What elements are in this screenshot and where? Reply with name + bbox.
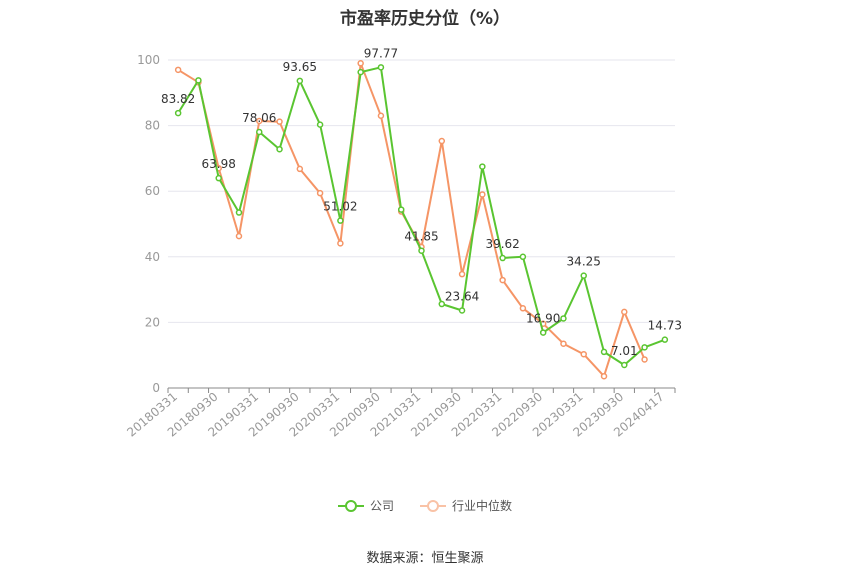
data-label: 39.62 xyxy=(485,237,519,251)
data-point-0 xyxy=(296,77,304,85)
data-point-1 xyxy=(621,308,628,316)
y-tick-label: 40 xyxy=(145,250,160,264)
data-label: 23.64 xyxy=(445,289,479,303)
legend-swatch-company xyxy=(337,499,364,513)
data-point-0 xyxy=(661,336,669,343)
data-point-0 xyxy=(195,77,202,84)
data-point-0 xyxy=(316,121,324,128)
data-point-1 xyxy=(377,112,385,120)
data-point-0 xyxy=(276,145,283,153)
data-label: 51.02 xyxy=(323,200,357,214)
data-point-1 xyxy=(357,60,364,67)
data-point-0 xyxy=(479,163,486,170)
data-point-0 xyxy=(519,253,527,261)
data-point-1 xyxy=(499,276,506,284)
data-point-1 xyxy=(316,189,324,197)
data-point-1 xyxy=(479,191,486,198)
data-point-0 xyxy=(418,247,425,254)
legend-item-industry-median[interactable]: 行业中位数 xyxy=(420,497,512,514)
data-point-1 xyxy=(276,118,283,125)
data-point-1 xyxy=(519,305,527,312)
data-label: 16.90 xyxy=(526,312,560,326)
data-point-1 xyxy=(560,340,567,347)
data-point-1 xyxy=(600,372,608,380)
data-point-0 xyxy=(397,206,405,213)
data-label: 83.82 xyxy=(161,92,195,106)
data-point-1 xyxy=(641,356,648,363)
legend-label-industry-median: 行业中位数 xyxy=(452,499,513,513)
data-point-0 xyxy=(215,174,222,182)
legend-swatch-industry-median xyxy=(420,499,446,513)
y-tick-label: 100 xyxy=(137,53,160,67)
chart-title: 市盈率历史分位（%） xyxy=(339,9,511,29)
data-point-0 xyxy=(235,209,243,216)
data-point-0 xyxy=(580,272,587,279)
legend-item-company[interactable]: 公司 xyxy=(337,497,394,514)
data-point-1 xyxy=(256,117,263,125)
source-note: 数据来源：恒生聚源 xyxy=(366,551,484,566)
data-point-0 xyxy=(256,128,263,136)
data-label: 93.65 xyxy=(283,60,317,74)
data-point-1 xyxy=(296,165,304,173)
data-label: 63.98 xyxy=(202,157,236,171)
data-point-0 xyxy=(560,315,567,322)
data-point-0 xyxy=(621,361,628,369)
data-point-0 xyxy=(499,254,506,262)
legend-label-company: 公司 xyxy=(369,499,394,513)
data-label: 97.77 xyxy=(364,46,398,60)
y-tick-label: 20 xyxy=(145,315,160,329)
data-point-0 xyxy=(539,329,547,336)
data-point-1 xyxy=(438,137,446,145)
data-label: 7.01 xyxy=(611,344,638,358)
data-point-0 xyxy=(174,109,182,117)
data-point-0 xyxy=(337,217,344,224)
data-point-0 xyxy=(458,307,466,314)
data-point-1 xyxy=(580,350,587,358)
data-point-1 xyxy=(174,66,182,74)
data-label: 14.73 xyxy=(648,319,682,333)
data-point-1 xyxy=(235,232,243,240)
y-tick-label: 0 xyxy=(152,381,160,395)
data-point-0 xyxy=(357,68,364,76)
data-point-0 xyxy=(641,344,648,351)
data-point-1 xyxy=(458,270,466,278)
data-label: 78.06 xyxy=(242,111,276,125)
data-point-0 xyxy=(600,348,608,356)
legend: 公司 行业中位数 xyxy=(0,497,850,514)
data-label: 34.25 xyxy=(567,255,601,269)
y-tick-label: 60 xyxy=(145,184,160,198)
data-point-0 xyxy=(377,64,385,71)
y-tick-label: 80 xyxy=(145,119,160,133)
data-label: 41.85 xyxy=(404,230,438,244)
data-point-0 xyxy=(438,300,446,308)
data-point-1 xyxy=(337,240,344,247)
